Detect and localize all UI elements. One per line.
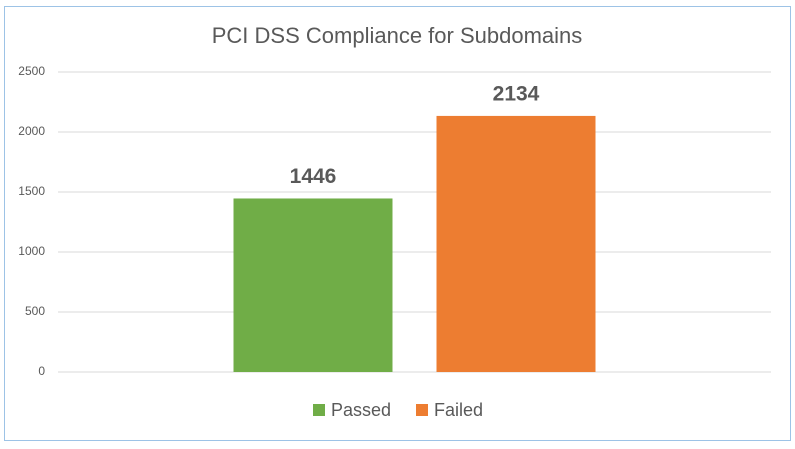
- chart-title: PCI DSS Compliance for Subdomains: [212, 23, 583, 48]
- legend-swatch: [313, 404, 325, 416]
- data-label: 2134: [493, 82, 540, 105]
- y-tick-label: 0: [38, 364, 45, 378]
- bar: [233, 198, 393, 372]
- chart-frame: [4, 6, 791, 441]
- y-tick-label: 1500: [18, 184, 45, 198]
- y-tick-label: 2000: [18, 124, 45, 138]
- y-tick-label: 2500: [18, 64, 45, 78]
- legend-label: Passed: [331, 400, 391, 420]
- legend-label: Failed: [434, 400, 483, 420]
- y-tick-label: 1000: [18, 244, 45, 258]
- legend-swatch: [416, 404, 428, 416]
- bar: [436, 115, 596, 373]
- data-label: 1446: [290, 165, 337, 188]
- y-tick-label: 500: [25, 304, 45, 318]
